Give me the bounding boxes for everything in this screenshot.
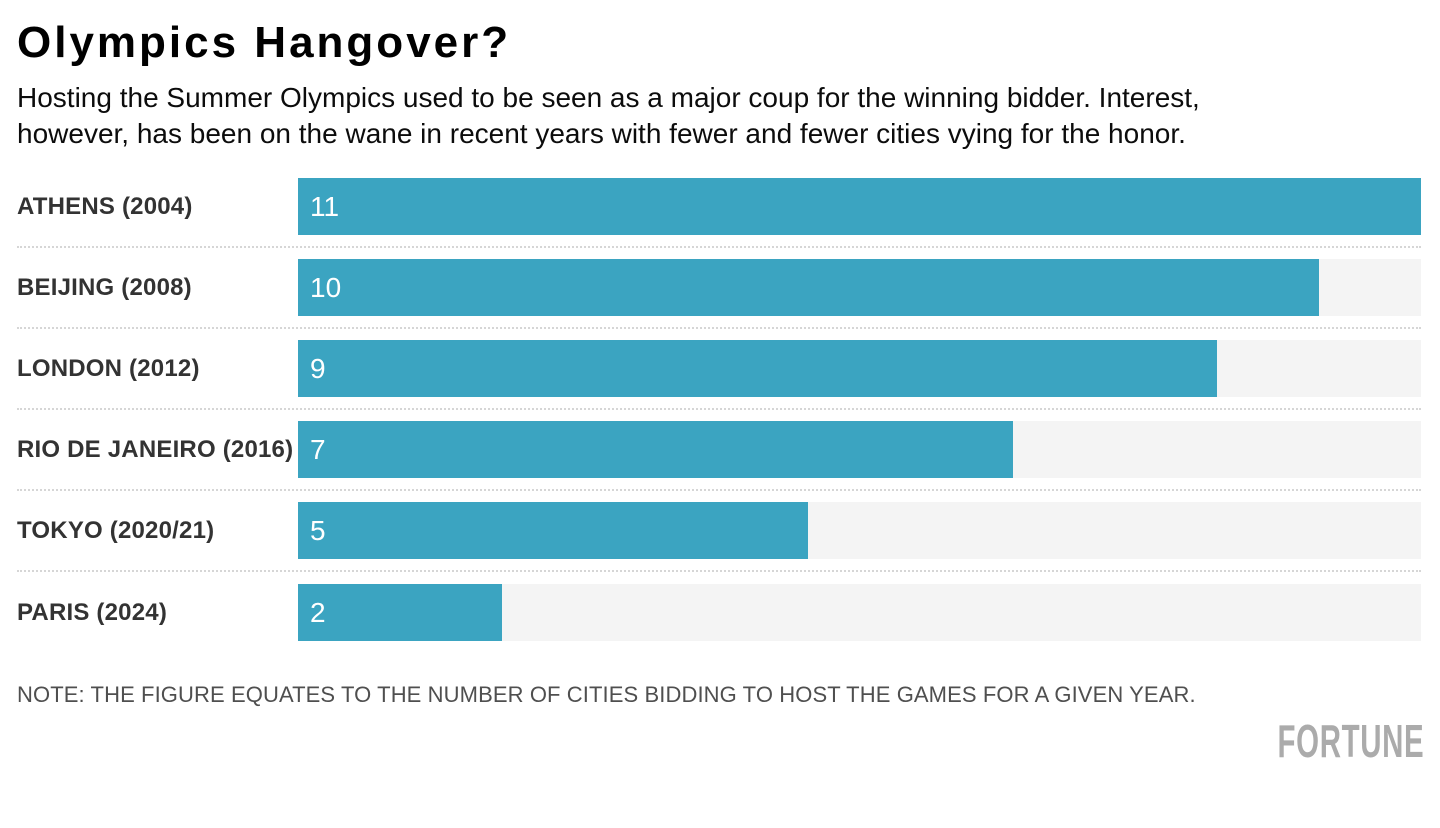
bar-fill: 9 — [298, 340, 1217, 397]
category-label: RIO DE JANEIRO (2016) — [17, 435, 294, 463]
category-label: BEIJING (2008) — [17, 273, 192, 301]
bar-value-label: 11 — [310, 190, 340, 222]
category-label: ATHENS (2004) — [17, 192, 193, 220]
chart-subtitle: Hosting the Summer Olympics used to be s… — [17, 80, 1421, 152]
bar-fill: 11 — [298, 178, 1421, 235]
chart-title: Olympics Hangover? — [17, 18, 512, 67]
bar-fill: 5 — [298, 502, 809, 559]
chart-subtitle-line-2: however, has been on the wane in recent … — [17, 118, 1186, 149]
fortune-logo: FORTUNE — [1277, 715, 1424, 767]
bar-value-label: 7 — [310, 433, 326, 465]
bar-value-label: 10 — [310, 271, 342, 303]
chart-row: LONDON (2012) 9 — [17, 329, 1421, 410]
bar-fill: 10 — [298, 259, 1319, 316]
bar-value-label: 9 — [310, 352, 326, 384]
category-label: TOKYO (2020/21) — [17, 516, 215, 544]
chart-subtitle-line-1: Hosting the Summer Olympics used to be s… — [17, 82, 1200, 113]
category-label: PARIS (2024) — [17, 598, 168, 626]
category-label: LONDON (2012) — [17, 354, 200, 382]
bar-track: 11 — [298, 178, 1421, 235]
bar-value-label: 5 — [310, 514, 326, 546]
chart-row: ATHENS (2004) 11 — [17, 167, 1421, 248]
bar-track: 10 — [298, 259, 1421, 316]
bar-value-label: 2 — [310, 596, 326, 628]
chart-row: RIO DE JANEIRO (2016) 7 — [17, 410, 1421, 491]
bar-fill: 2 — [298, 584, 503, 641]
chart-row: PARIS (2024) 2 — [17, 572, 1421, 653]
bar-track: 2 — [298, 584, 1421, 641]
bar-track: 5 — [298, 502, 1421, 559]
brand-row: FORTUNE — [17, 718, 1424, 764]
footnote: NOTE: THE FIGURE EQUATES TO THE NUMBER O… — [17, 682, 1196, 707]
bar-track: 7 — [298, 421, 1421, 478]
bar-track: 9 — [298, 340, 1421, 397]
bar-chart: ATHENS (2004) 11 BEIJING (2008) 10 LONDO… — [17, 167, 1421, 653]
bar-fill: 7 — [298, 421, 1013, 478]
chart-row: BEIJING (2008) 10 — [17, 248, 1421, 329]
chart-row: TOKYO (2020/21) 5 — [17, 491, 1421, 572]
